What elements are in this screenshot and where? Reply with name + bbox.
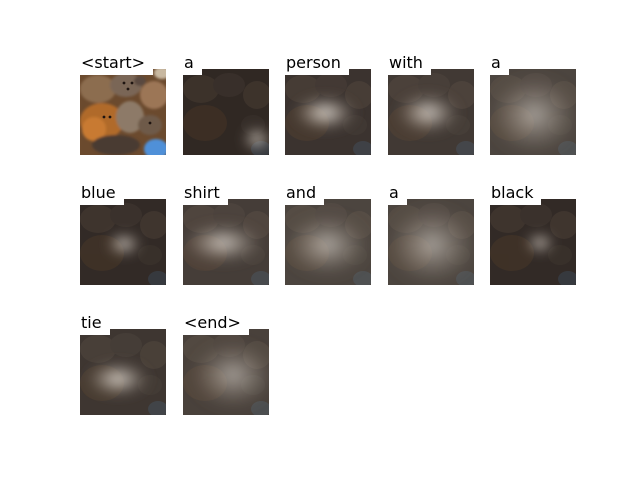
word-label: <start> <box>80 53 154 75</box>
word-label: person <box>285 53 349 75</box>
caption-step-6: blue <box>80 183 166 285</box>
caption-step-2: a <box>183 53 269 155</box>
word-label: black <box>490 183 542 205</box>
attention-spot <box>82 359 154 399</box>
attention-map <box>80 329 166 415</box>
caption-step-9: a <box>388 183 474 285</box>
word-label: blue <box>80 183 124 205</box>
attention-map <box>183 329 269 415</box>
attention-spot <box>285 209 371 281</box>
word-label: with <box>388 53 431 75</box>
word-label: <end> <box>183 313 249 335</box>
attention-map <box>285 199 371 285</box>
word-label: tie <box>80 313 110 335</box>
word-label: a <box>388 183 407 205</box>
attention-spot <box>185 336 269 414</box>
word-label: a <box>183 53 202 75</box>
attention-spot <box>241 126 269 152</box>
caption-step-12: <end> <box>183 313 269 415</box>
attention-map <box>490 199 576 285</box>
attention-map <box>183 69 269 155</box>
caption-step-11: tie <box>80 313 166 415</box>
caption-step-7: shirt <box>183 183 269 285</box>
caption-step-1: <start> <box>80 53 166 155</box>
attention-spot <box>524 231 556 255</box>
attention-map <box>388 69 474 155</box>
word-label: and <box>285 183 325 205</box>
input-image <box>80 69 166 155</box>
attention-map <box>183 199 269 285</box>
attention-map <box>285 69 371 155</box>
caption-step-8: and <box>285 183 371 285</box>
attention-spot <box>104 231 144 257</box>
word-label: shirt <box>183 183 228 205</box>
attention-map <box>490 69 576 155</box>
attention-spot <box>392 90 464 136</box>
caption-step-3: person <box>285 53 371 155</box>
attention-map <box>80 199 166 285</box>
attention-map <box>388 199 474 285</box>
attention-spot <box>490 70 576 155</box>
word-label: a <box>490 53 509 75</box>
attention-spot <box>183 220 268 266</box>
caption-step-10: black <box>490 183 576 285</box>
attention-spot <box>388 200 474 285</box>
attention-spot <box>289 93 361 133</box>
caption-step-4: with <box>388 53 474 155</box>
caption-step-5: a <box>490 53 576 155</box>
